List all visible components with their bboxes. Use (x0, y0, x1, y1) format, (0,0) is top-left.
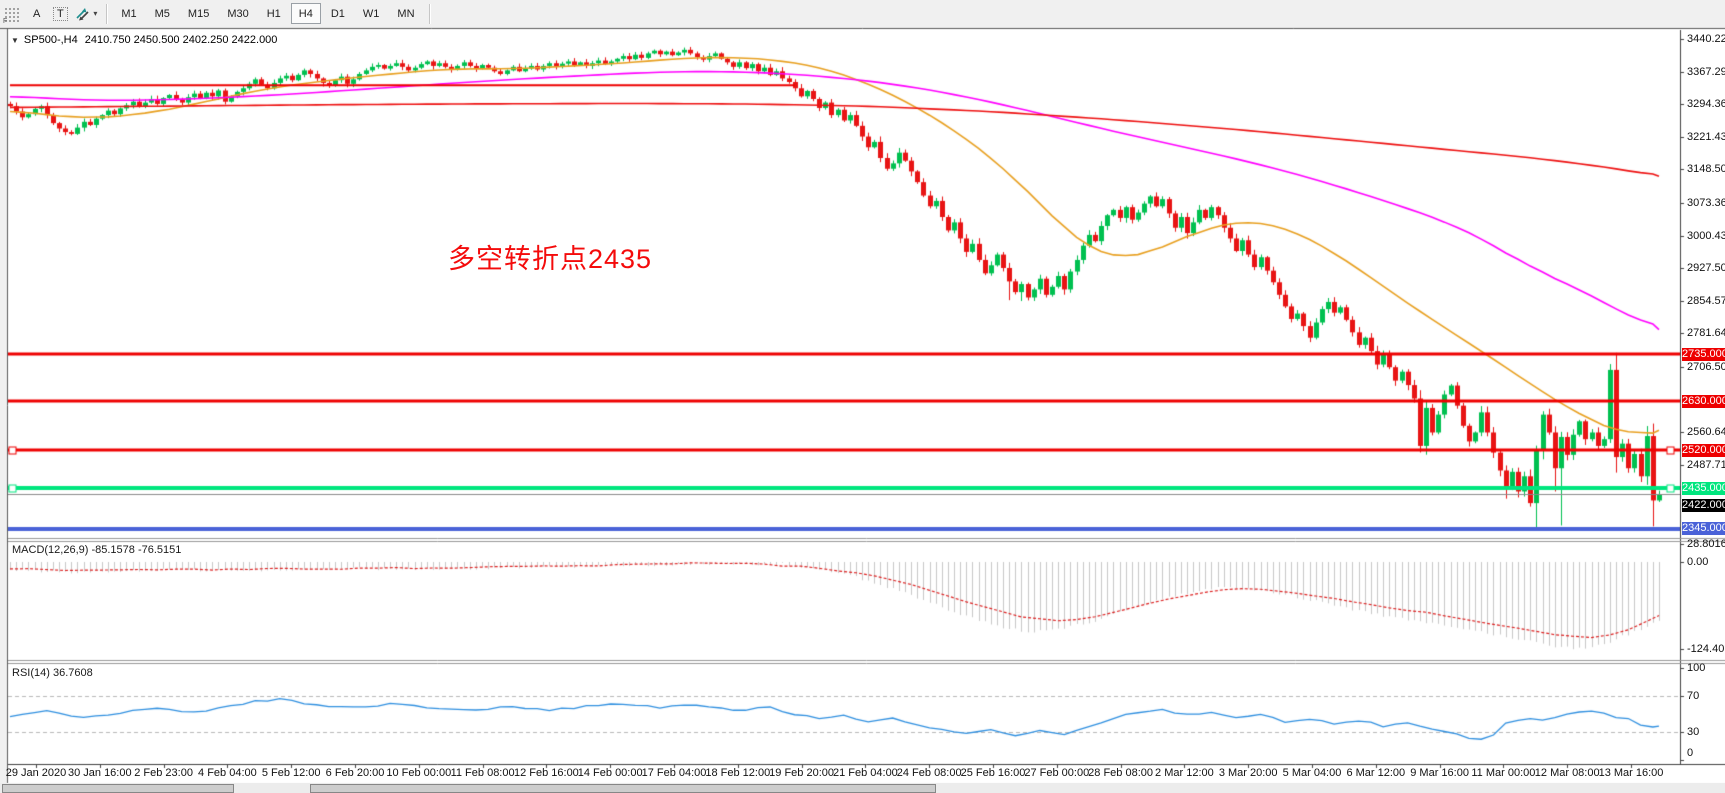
price-line-label: 2345.000 (1682, 522, 1725, 536)
font-tool-button[interactable]: A (25, 3, 48, 24)
object-arrows-tool-button[interactable] (71, 3, 93, 24)
macd-axis-label: 0.00 (1687, 556, 1709, 568)
timeframe-button-MN[interactable]: MN (389, 3, 422, 24)
date-label: 11 Feb 08:00 (450, 767, 515, 779)
date-label: 12 Mar 08:00 (1534, 767, 1600, 779)
date-label: 18 Feb 12:00 (705, 767, 771, 779)
price-line-label: 2435.000 (1682, 481, 1725, 495)
date-label: 5 Mar 04:00 (1282, 767, 1342, 779)
date-label: 12 Feb 16:00 (513, 767, 579, 779)
date-label: 10 Feb 00:00 (386, 767, 452, 779)
rsi-axis-label: 100 (1687, 662, 1706, 674)
price-tick-label: 2927.500 (1687, 262, 1725, 275)
price-line-label: 2630.000 (1682, 394, 1725, 408)
chart-annotation-text[interactable]: 多空转折点2435 (448, 244, 653, 274)
date-label: 27 Feb 00:00 (1024, 767, 1090, 779)
toolbar-separator (106, 3, 108, 24)
date-label: 14 Feb 00:00 (577, 767, 643, 779)
timeframe-button-group: M1 M5 M15 M30 H1 H4 D1 W1 MN (112, 3, 423, 24)
chart-symbol-label: SP500-,H4 (23, 34, 78, 46)
date-label: 2 Mar 12:00 (1155, 767, 1214, 779)
date-label: 21 Feb 04:00 (832, 767, 898, 779)
date-label: 17 Feb 04:00 (641, 767, 707, 779)
price-tick-label: 3294.360 (1687, 98, 1725, 111)
price-tick-label: 2781.640 (1687, 327, 1725, 340)
date-label: 28 Feb 08:00 (1088, 767, 1154, 779)
timeframe-button-M1[interactable]: M1 (113, 3, 144, 24)
price-tick-label: 3221.430 (1687, 130, 1725, 143)
chart-title: ▼ SP500-,H4 2410.750 2450.500 2402.250 2… (11, 34, 277, 46)
timeframe-button-W1[interactable]: W1 (355, 3, 388, 24)
macd-axis-label: 28.8016 (1687, 538, 1725, 550)
chart-ohlc-values: 2410.750 2450.500 2402.250 2422.000 (84, 34, 278, 46)
price-tick-label: 2854.570 (1687, 294, 1725, 307)
price-tick-label: 3440.220 (1687, 33, 1725, 45)
date-label: 6 Feb 20:00 (325, 767, 385, 779)
dropdown-caret-icon[interactable]: ▾ (93, 9, 98, 18)
price-line-label: 2735.000 (1682, 347, 1725, 361)
date-label: 25 Feb 16:00 (960, 767, 1026, 779)
bottom-strip-segment (2, 784, 234, 793)
rsi-axis-label: 70 (1687, 689, 1700, 702)
price-line-label: 2520.000 (1682, 443, 1725, 457)
price-tick-label: 3000.430 (1687, 229, 1725, 242)
date-label: 6 Mar 12:00 (1346, 767, 1406, 779)
price-tick-label: 2487.710 (1687, 458, 1725, 471)
date-label: 11 Mar 00:00 (1471, 767, 1536, 779)
diagonal-arrows-icon (76, 8, 89, 21)
rsi-axis-label: 0 (1687, 747, 1694, 759)
text-tool-button[interactable]: T (49, 3, 71, 24)
price-tick-label: 2560.640 (1687, 426, 1725, 439)
date-label: 29 Jan 2020 (5, 767, 67, 779)
timeframe-button-M5[interactable]: M5 (147, 3, 178, 24)
date-label: 4 Feb 04:00 (198, 767, 257, 779)
rsi-axis-label: 30 (1687, 726, 1700, 739)
date-label: 24 Feb 08:00 (896, 767, 962, 779)
date-label: 2 Feb 23:00 (134, 767, 193, 779)
toolbar-separator (428, 3, 430, 24)
date-label: 3 Mar 20:00 (1218, 767, 1278, 779)
date-label: 30 Jan 16:00 (67, 767, 132, 779)
price-tick-label: 3073.360 (1687, 196, 1725, 209)
price-line-label: 2422.000 (1682, 498, 1725, 512)
text-tool-icon: T (52, 6, 68, 21)
date-label: 13 Mar 16:00 (1598, 767, 1664, 779)
window-bottom-strip (0, 783, 1725, 793)
toolbar: F A T ▾ M1 M5 M15 M30 H1 H4 D1 W1 MN (0, 0, 1725, 28)
timeframe-button-M30[interactable]: M30 (219, 3, 256, 24)
timeframe-button-H1[interactable]: H1 (259, 3, 289, 24)
macd-axis-label: -124.4011 (1687, 643, 1725, 655)
price-tick-label: 2706.500 (1687, 360, 1725, 373)
price-tick-label: 3148.500 (1687, 163, 1725, 176)
timeframe-button-M15[interactable]: M15 (180, 3, 217, 24)
bottom-strip-segment (310, 784, 936, 793)
price-tick-label: 3367.290 (1687, 65, 1725, 78)
timeframe-button-H4[interactable]: H4 (290, 3, 321, 24)
macd-title: MACD(12,26,9) -85.1578 -76.5151 (12, 544, 182, 556)
date-label: 5 Feb 12:00 (261, 767, 321, 779)
toolbar-drag-handle-icon[interactable]: F (3, 5, 20, 25)
date-label: 19 Feb 20:00 (769, 767, 835, 779)
date-label: 9 Mar 16:00 (1410, 767, 1469, 779)
rsi-title: RSI(14) 36.7608 (12, 667, 93, 679)
collapse-arrow-icon[interactable]: ▼ (11, 35, 19, 45)
timeframe-button-D1[interactable]: D1 (323, 3, 353, 24)
